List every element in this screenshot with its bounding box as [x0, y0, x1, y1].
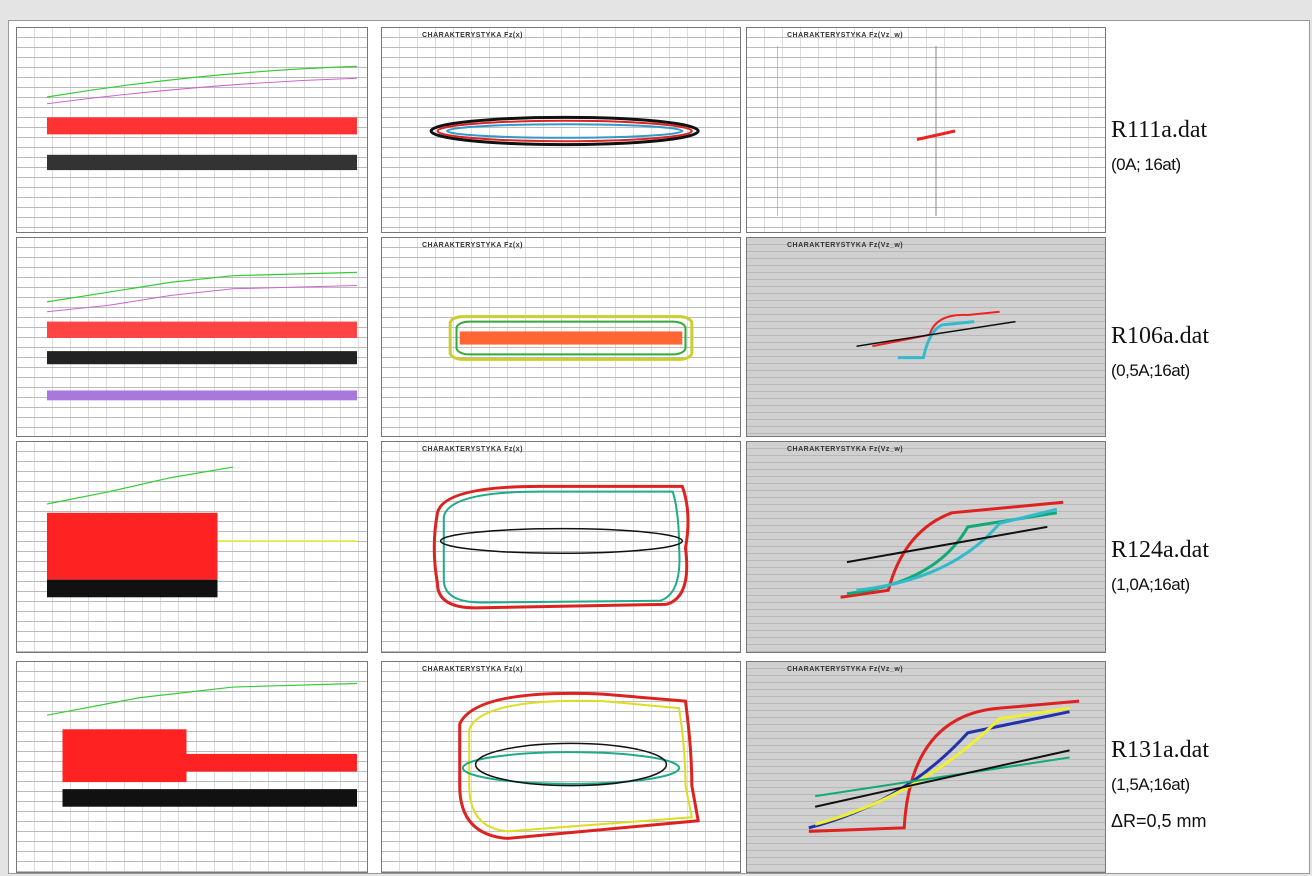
axis — [777, 46, 936, 216]
panel-title: CHARAKTERYSTYKA Fz(Vz_w) — [787, 446, 904, 453]
figure: CHARAKTERYSTYKA Fz(x) CHARAKTERYSTYKA Fz… — [8, 20, 1310, 874]
fv-plot: CHARAKTERYSTYKA Fz(Vz_w) — [746, 27, 1106, 233]
time-plot-area — [47, 460, 357, 598]
trace — [815, 708, 1069, 824]
fv-plot: CHARAKTERYSTYKA Fz(Vz_w) — [746, 661, 1106, 873]
band — [186, 753, 357, 772]
loop — [431, 117, 698, 144]
fv-area — [777, 256, 1095, 420]
loop — [450, 317, 692, 360]
fv-plot: CHARAKTERYSTYKA Fz(Vz_w) — [746, 441, 1106, 653]
time-plot — [16, 27, 368, 233]
loop — [444, 492, 680, 603]
condition: (0A; 16at) — [1111, 155, 1181, 174]
time-plot-area — [47, 680, 357, 807]
time-plot — [16, 441, 368, 653]
panel-title: CHARAKTERYSTYKA Fz(x) — [422, 666, 523, 673]
panel-title: CHARAKTERYSTYKA Fz(x) — [422, 242, 523, 249]
fx-plot: CHARAKTERYSTYKA Fz(x) — [381, 661, 741, 873]
time-plot-area — [47, 46, 357, 171]
file-name: R106a.dat — [1111, 323, 1209, 349]
row: CHARAKTERYSTYKA Fz(x) CHARAKTERYSTYKA Fz… — [9, 441, 1309, 653]
trace — [898, 322, 974, 358]
condition: (1,5A;16at) — [1111, 775, 1190, 794]
loop — [441, 529, 683, 554]
trace — [47, 467, 233, 504]
fv-area — [777, 680, 1095, 856]
fv-area — [777, 460, 1095, 636]
loop — [457, 322, 686, 355]
band — [47, 512, 218, 580]
loop — [459, 331, 683, 345]
panel-title: CHARAKTERYSTYKA Fz(x) — [422, 32, 523, 39]
loop — [476, 743, 667, 785]
row: CHARAKTERYSTYKA Fz(x) CHARAKTERYSTYKA Fz… — [9, 661, 1309, 873]
band — [47, 321, 357, 338]
loop — [460, 693, 699, 838]
condition: (0,5A;16at) — [1111, 361, 1190, 380]
trace — [809, 701, 1079, 831]
trace — [857, 322, 1016, 347]
fx-area — [412, 46, 730, 216]
time-plot-area — [47, 256, 357, 401]
panel-title: CHARAKTERYSTYKA Fz(Vz_w) — [787, 242, 904, 249]
file-name: R111a.dat — [1111, 117, 1208, 143]
time-plot — [16, 237, 368, 437]
fv-plot: CHARAKTERYSTYKA Fz(Vz_w) — [746, 237, 1106, 437]
trace — [847, 513, 1057, 594]
fx-plot: CHARAKTERYSTYKA Fz(x) — [381, 27, 741, 233]
fx-area — [412, 680, 730, 856]
trace — [47, 684, 357, 716]
band — [47, 579, 218, 598]
trace — [847, 527, 1047, 562]
loop — [469, 701, 692, 832]
loop — [437, 121, 691, 141]
trace — [917, 131, 955, 140]
loop — [447, 124, 682, 138]
trace — [815, 750, 1069, 806]
fx-plot: CHARAKTERYSTYKA Fz(x) — [381, 441, 741, 653]
panel-title: CHARAKTERYSTYKA Fz(Vz_w) — [787, 666, 904, 673]
time-plot — [16, 661, 368, 873]
band — [47, 154, 357, 171]
fx-area — [412, 256, 730, 420]
band — [62, 729, 187, 783]
loop — [434, 486, 688, 607]
file-name: R124a.dat — [1111, 537, 1209, 563]
trace — [815, 757, 1069, 796]
note: ΔR=0,5 mm — [1111, 811, 1207, 831]
band — [62, 789, 357, 807]
panel-title: CHARAKTERYSTYKA Fz(Vz_w) — [787, 32, 904, 39]
file-name: R131a.dat — [1111, 737, 1209, 763]
fv-area — [777, 46, 1095, 216]
fx-area — [412, 460, 730, 636]
trace — [47, 272, 357, 302]
band — [47, 351, 357, 365]
band — [47, 390, 357, 401]
trace — [857, 509, 1057, 590]
trace — [47, 286, 357, 312]
panel-title: CHARAKTERYSTYKA Fz(x) — [422, 446, 523, 453]
condition: (1,0A;16at) — [1111, 575, 1190, 594]
loop — [463, 752, 679, 784]
fx-plot: CHARAKTERYSTYKA Fz(x) — [381, 237, 741, 437]
trace — [47, 66, 357, 97]
row: CHARAKTERYSTYKA Fz(x) CHARAKTERYSTYKA Fz… — [9, 27, 1309, 233]
trace — [47, 78, 357, 104]
band — [47, 117, 357, 135]
row: CHARAKTERYSTYKA Fz(x) CHARAKTERYSTYKA Fz… — [9, 237, 1309, 437]
